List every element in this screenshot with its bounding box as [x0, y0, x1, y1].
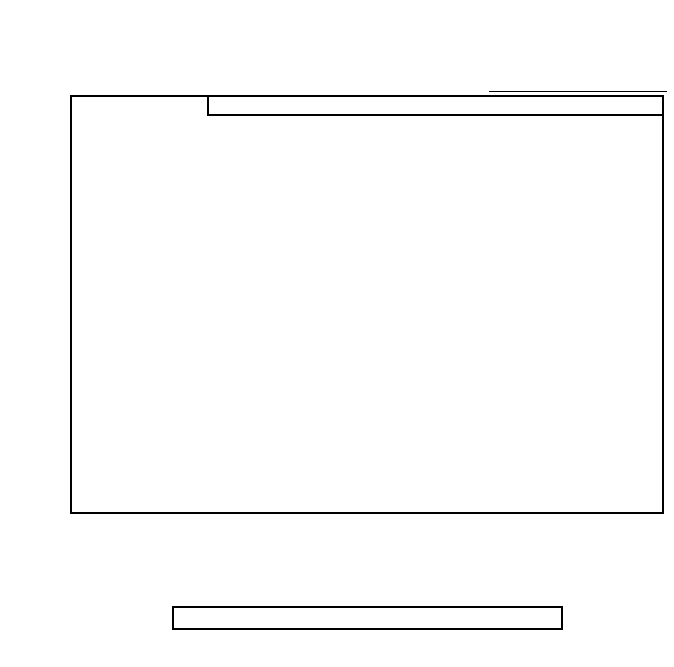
y-axis-label: [5, 218, 23, 378]
colorbar: [172, 606, 563, 630]
colorbar-labels: [172, 633, 563, 647]
plot-area: [70, 95, 664, 514]
cross-section-rule: [489, 91, 667, 92]
co-field-canvas: [72, 97, 662, 512]
contour-info-banner: [207, 95, 664, 116]
